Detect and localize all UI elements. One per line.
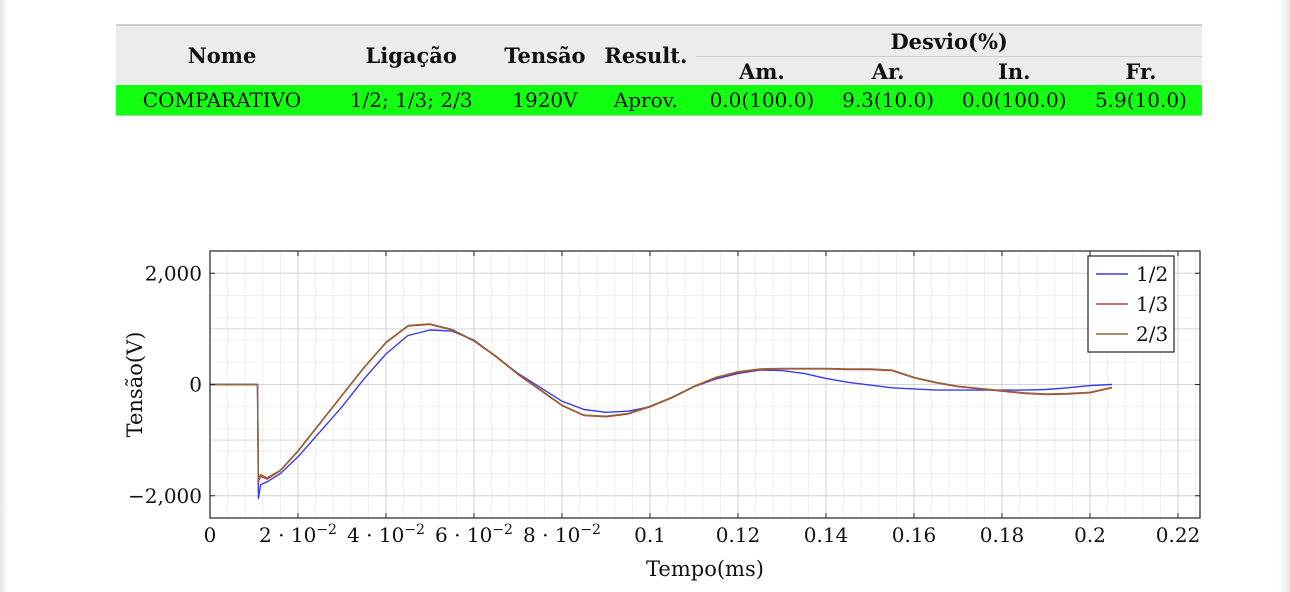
x-tick-label: 0.14 xyxy=(804,523,849,547)
cell-in: 0.0(100.0) xyxy=(948,85,1080,116)
x-tick-label: 0.2 xyxy=(1074,523,1106,547)
results-table: Nome Ligação Tensão Result. Desvio(%) Am… xyxy=(116,24,1202,116)
cell-ligacao: 1/2; 1/3; 2/3 xyxy=(327,85,495,116)
x-tick-label: 0.18 xyxy=(980,523,1025,547)
legend-label: 1/2 xyxy=(1136,262,1168,286)
series-line-2-3 xyxy=(210,323,1113,480)
header-in: In. xyxy=(948,56,1080,85)
header-fr: Fr. xyxy=(1079,56,1202,85)
x-tick-label: 0.12 xyxy=(716,523,761,547)
x-tick-label-exponent: −2 xyxy=(492,522,513,538)
x-tick-label: 4 · 10−2 xyxy=(347,522,425,547)
y-tick-label: 2,000 xyxy=(145,261,202,285)
x-tick-label: 0.1 xyxy=(634,523,666,547)
cell-result: Aprov. xyxy=(595,85,697,116)
header-result: Result. xyxy=(595,24,697,85)
chart-legend: 1/2 1/3 2/3 xyxy=(1087,255,1175,353)
x-tick-label-exponent: −2 xyxy=(580,522,601,538)
page-edge-right xyxy=(1278,0,1290,592)
header-ligacao: Ligação xyxy=(327,24,495,85)
x-tick-label: 0.22 xyxy=(1156,523,1201,547)
chart-ticks: 0 2 · 10−2 4 · 10−2 6 · 10−2 8 · 10−2 0.1 0.12… xyxy=(128,251,1200,547)
x-tick-label-exponent: −2 xyxy=(404,522,425,538)
header-am: Am. xyxy=(696,56,828,85)
series-line-1-2 xyxy=(210,329,1113,500)
x-tick-label: 2 · 10−2 xyxy=(259,522,337,547)
header-desvio: Desvio(%) xyxy=(696,24,1202,57)
cell-fr: 5.9(10.0) xyxy=(1079,85,1202,116)
x-tick-label-exponent: −2 xyxy=(316,522,337,538)
chart-series xyxy=(210,323,1113,500)
header-tensao: Tensão xyxy=(494,24,596,85)
x-tick-label: 0 xyxy=(204,523,217,547)
cell-tensao: 1920V xyxy=(494,85,596,116)
x-axis-label: Tempo(ms) xyxy=(646,557,764,581)
header-ar: Ar. xyxy=(827,56,949,85)
cell-ar: 9.3(10.0) xyxy=(827,85,949,116)
y-axis-label: Tensão(V) xyxy=(123,332,147,438)
legend-label: 1/3 xyxy=(1136,292,1168,316)
x-tick-label: 8 · 10−2 xyxy=(523,522,601,547)
chart-major-grid xyxy=(209,251,1200,518)
table-row: COMPARATIVO 1/2; 1/3; 2/3 1920V Aprov. 0… xyxy=(116,85,1202,116)
x-tick-label: 6 · 10−2 xyxy=(435,522,513,547)
y-tick-label: 0 xyxy=(189,373,202,397)
cell-am: 0.0(100.0) xyxy=(696,85,828,116)
x-tick-label: 0.16 xyxy=(892,523,937,547)
legend-label: 2/3 xyxy=(1136,322,1168,346)
y-tick-label: −2,000 xyxy=(128,484,202,508)
page-edge-left xyxy=(0,0,8,592)
cell-nome: COMPARATIVO xyxy=(116,85,328,116)
header-nome: Nome xyxy=(116,24,328,85)
